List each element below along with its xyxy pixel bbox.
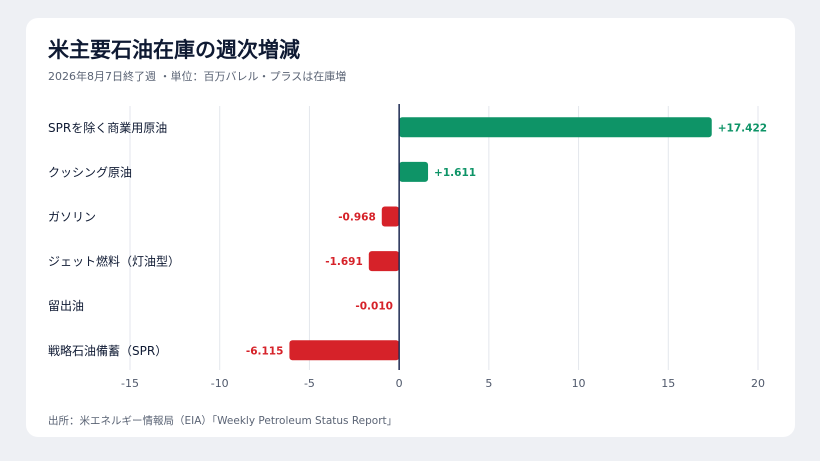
value-label: -1.691 xyxy=(325,256,363,268)
x-tick-label: -15 xyxy=(121,377,139,390)
category-label: 戦略石油備蓄（SPR） xyxy=(48,343,167,358)
bar xyxy=(399,117,712,138)
x-tick-label: 20 xyxy=(751,377,765,390)
category-label: ジェット燃料（灯油型） xyxy=(48,254,180,269)
chart-title: 米主要石油在庫の週次増減 xyxy=(48,38,300,62)
value-label: -0.968 xyxy=(338,212,376,224)
category-label: クッシング原油 xyxy=(48,165,132,179)
bar xyxy=(381,206,400,227)
chart-source: 出所：米エネルギー情報局（EIA）「Weekly Petroleum Statu… xyxy=(48,415,398,427)
x-tick-label: 0 xyxy=(396,377,403,390)
chart-card: 米主要石油在庫の週次増減 2026年8月7日終了週 ・単位：百万バレル・プラスは… xyxy=(26,18,795,437)
x-tick-label: 10 xyxy=(572,377,586,390)
x-tick-label: 15 xyxy=(661,377,675,390)
category-label: SPRを除く商業用原油 xyxy=(48,120,167,135)
bar xyxy=(289,340,400,361)
value-label: -0.010 xyxy=(355,301,393,313)
x-tick-label: -5 xyxy=(304,377,315,390)
value-label: +1.611 xyxy=(434,167,476,179)
category-label: 留出油 xyxy=(48,299,84,313)
bar xyxy=(368,251,400,272)
x-tick-label: 5 xyxy=(485,377,492,390)
category-label: ガソリン xyxy=(48,210,96,224)
value-label: -6.115 xyxy=(246,345,284,357)
value-label: +17.422 xyxy=(718,122,767,134)
bar xyxy=(399,161,429,182)
chart-subtitle: 2026年8月7日終了週 ・単位：百万バレル・プラスは在庫増 xyxy=(48,70,347,83)
x-tick-label: -10 xyxy=(211,377,229,390)
